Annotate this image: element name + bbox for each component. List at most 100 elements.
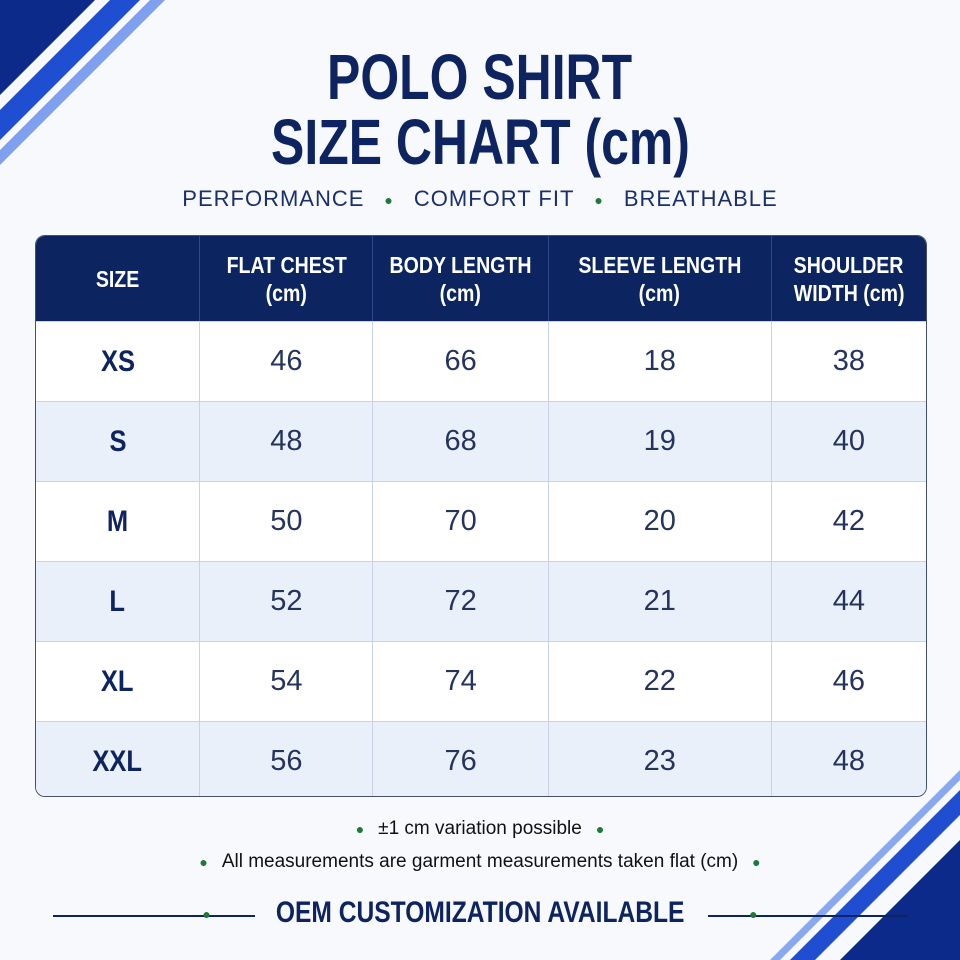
tagline: COMFORT FIT xyxy=(413,186,575,211)
measurement: 56 xyxy=(270,745,303,777)
measurement: 46 xyxy=(832,665,865,697)
size-label: XS xyxy=(100,344,135,378)
note-text: ±1 cm variation possible xyxy=(378,818,582,839)
size-label: XXL xyxy=(92,744,143,778)
measurement: 20 xyxy=(643,505,676,537)
measurement-cell: 42 xyxy=(770,482,926,561)
table-row: L 52 72 21 44 xyxy=(36,561,926,641)
note: ● ±1 cm variation possible ● xyxy=(0,818,960,840)
tagline: PERFORMANCE xyxy=(182,186,365,211)
bullet: ● xyxy=(384,192,394,209)
size-cell: M xyxy=(36,482,199,561)
measurement-cell: 19 xyxy=(547,402,771,481)
measurement: 44 xyxy=(832,585,865,617)
measurement-cell: 46 xyxy=(770,642,926,721)
measurement-cell: 23 xyxy=(547,722,771,796)
header-cell: FLAT CHEST (cm) xyxy=(199,236,372,321)
header-text: SHOULDER xyxy=(793,251,904,278)
measurement-cell: 68 xyxy=(372,402,547,481)
size-cell: XXL xyxy=(36,722,199,796)
header-text: (cm) xyxy=(439,279,482,306)
measurement: 48 xyxy=(832,745,865,777)
measurement-cell: 20 xyxy=(547,482,771,561)
footer: ● OEM CUSTOMIZATION AVAILABLE ● xyxy=(0,896,960,930)
measurement-cell: 40 xyxy=(770,402,926,481)
header-text: SLEEVE LENGTH xyxy=(578,251,742,278)
note: ● All measurements are garment measuremen… xyxy=(0,851,960,873)
measurement-cell: 48 xyxy=(770,722,926,796)
bullet: ● xyxy=(594,192,604,209)
header-text: SIZE xyxy=(95,265,140,292)
measurement-cell: 52 xyxy=(199,562,372,641)
size-table: SIZE FLAT CHEST (cm) BODY LENGTH (cm) SLEEVE … xyxy=(35,235,927,797)
measurement: 21 xyxy=(643,585,676,617)
measurement: 18 xyxy=(643,345,676,377)
size-label: S xyxy=(109,424,127,458)
measurement-cell: 74 xyxy=(372,642,547,721)
size-label: L xyxy=(109,584,126,618)
header-cell: SHOULDER WIDTH (cm) xyxy=(770,236,926,321)
measurement-cell: 38 xyxy=(770,322,926,401)
size-label: M xyxy=(107,504,129,538)
measurement-cell: 76 xyxy=(372,722,547,796)
size-cell: S xyxy=(36,402,199,481)
title-line: SIZE CHART (cm) xyxy=(270,106,690,178)
taglines: PERFORMANCE ● COMFORT FIT ● BREATHABLE xyxy=(0,186,960,212)
footer-text: OEM CUSTOMIZATION AVAILABLE xyxy=(275,896,685,929)
measurement: 70 xyxy=(444,505,477,537)
measurement: 40 xyxy=(832,425,865,457)
size-cell: XL xyxy=(36,642,199,721)
title-line: POLO SHIRT xyxy=(327,41,633,113)
measurement: 42 xyxy=(832,505,865,537)
note-text: All measurements are garment measurement… xyxy=(221,851,739,872)
measurement: 52 xyxy=(270,585,303,617)
measurement: 54 xyxy=(270,665,303,697)
table-row: M 50 70 20 42 xyxy=(36,481,926,561)
header-cell: BODY LENGTH (cm) xyxy=(372,236,547,321)
size-label: XL xyxy=(101,664,134,698)
measurement-cell: 66 xyxy=(372,322,547,401)
measurement: 48 xyxy=(270,425,303,457)
measurement-cell: 54 xyxy=(199,642,372,721)
header-cell: SLEEVE LENGTH (cm) xyxy=(547,236,771,321)
header-text: (cm) xyxy=(265,279,308,306)
table-row: XS 46 66 18 38 xyxy=(36,321,926,401)
header-text: (cm) xyxy=(639,279,681,306)
measurement: 68 xyxy=(444,425,477,457)
header-row: SIZE FLAT CHEST (cm) BODY LENGTH (cm) SLEEVE … xyxy=(36,236,926,321)
measurement: 23 xyxy=(643,745,676,777)
measurement: 50 xyxy=(270,505,303,537)
title: SIZE CHART (cm) xyxy=(0,110,960,174)
measurement: 19 xyxy=(643,425,676,457)
table-row: XXL 56 76 23 48 xyxy=(36,721,926,796)
measurement-cell: 56 xyxy=(199,722,372,796)
measurement-cell: 44 xyxy=(770,562,926,641)
header-text: BODY LENGTH xyxy=(389,251,532,278)
bullet: ● xyxy=(595,820,605,837)
bullet: ● xyxy=(199,853,208,870)
bullet: ● xyxy=(355,820,365,837)
header-text: WIDTH (cm) xyxy=(793,279,905,306)
measurement: 46 xyxy=(270,345,303,377)
measurement-cell: 72 xyxy=(372,562,547,641)
table-row: XL 54 74 22 46 xyxy=(36,641,926,721)
size-cell: XS xyxy=(36,322,199,401)
tagline: BREATHABLE xyxy=(623,186,778,211)
measurement: 22 xyxy=(643,665,676,697)
measurement-cell: 46 xyxy=(199,322,372,401)
measurement-cell: 18 xyxy=(547,322,771,401)
measurement-cell: 22 xyxy=(547,642,771,721)
bullet: ● xyxy=(749,906,758,923)
measurement-cell: 48 xyxy=(199,402,372,481)
divider xyxy=(708,915,908,917)
divider xyxy=(53,915,255,917)
measurement-cell: 50 xyxy=(199,482,372,561)
title: POLO SHIRT xyxy=(0,45,960,109)
bullet: ● xyxy=(202,906,211,923)
bullet: ● xyxy=(752,853,761,870)
table-row: S 48 68 19 40 xyxy=(36,401,926,481)
measurement: 72 xyxy=(444,585,477,617)
measurement-cell: 70 xyxy=(372,482,547,561)
